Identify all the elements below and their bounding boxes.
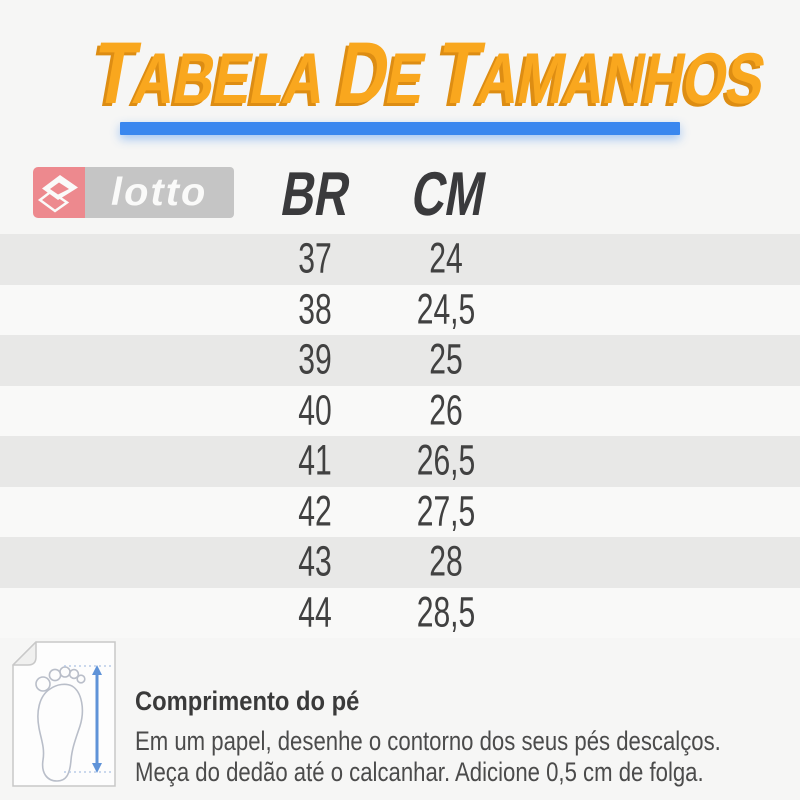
table-row: 39 25: [0, 335, 800, 386]
column-header-br: BR: [276, 160, 356, 229]
lotto-diamond-icon: [33, 167, 85, 218]
cm-cell: 25: [429, 335, 463, 384]
cm-cell: 28: [429, 537, 463, 586]
table-row: 43 28: [0, 537, 800, 588]
title-word: de: [330, 23, 431, 122]
page-title: TabeladeTamanhos: [79, 22, 770, 123]
size-table: 37 24 38 24,5 39 25 40 26 41 26,5 42 27,…: [0, 234, 800, 638]
br-cell: 41: [298, 436, 332, 485]
cm-cell: 24,5: [416, 285, 476, 334]
title-word: Tamanhos: [430, 23, 771, 122]
br-cell: 37: [298, 234, 332, 283]
table-row: 40 26: [0, 385, 800, 436]
foot-measure-icon: [10, 640, 118, 793]
br-cell: 38: [298, 285, 332, 334]
brand-wordmark: lotto: [85, 167, 234, 218]
table-row: 44 28,5: [0, 587, 800, 638]
column-header-cm: CM: [406, 160, 492, 229]
cm-cell: 24: [429, 234, 463, 283]
br-cell: 40: [298, 386, 332, 435]
divider-bar: [120, 122, 680, 135]
cm-cell: 27,5: [416, 487, 476, 536]
br-cell: 39: [298, 335, 332, 384]
title-word: Tabela: [86, 23, 332, 122]
table-row: 41 26,5: [0, 436, 800, 487]
brand-name: lotto: [111, 171, 208, 214]
table-row: 42 27,5: [0, 486, 800, 537]
instructions-heading: Comprimento do pé: [135, 686, 360, 716]
cm-cell: 26,5: [416, 436, 476, 485]
table-row: 38 24,5: [0, 284, 800, 335]
brand-logo: lotto: [33, 167, 234, 218]
instructions-line-1: Em um papel, desenhe o contorno dos seus…: [135, 726, 721, 756]
br-cell: 44: [298, 588, 332, 637]
table-row: 37 24: [0, 234, 800, 285]
cm-cell: 28,5: [416, 588, 476, 637]
table-header: lotto BR CM: [0, 160, 800, 230]
br-cell: 43: [298, 537, 332, 586]
cm-cell: 26: [429, 386, 463, 435]
instructions-line-2: Meça do dedão até o calcanhar. Adicione …: [135, 757, 704, 787]
br-cell: 42: [298, 487, 332, 536]
